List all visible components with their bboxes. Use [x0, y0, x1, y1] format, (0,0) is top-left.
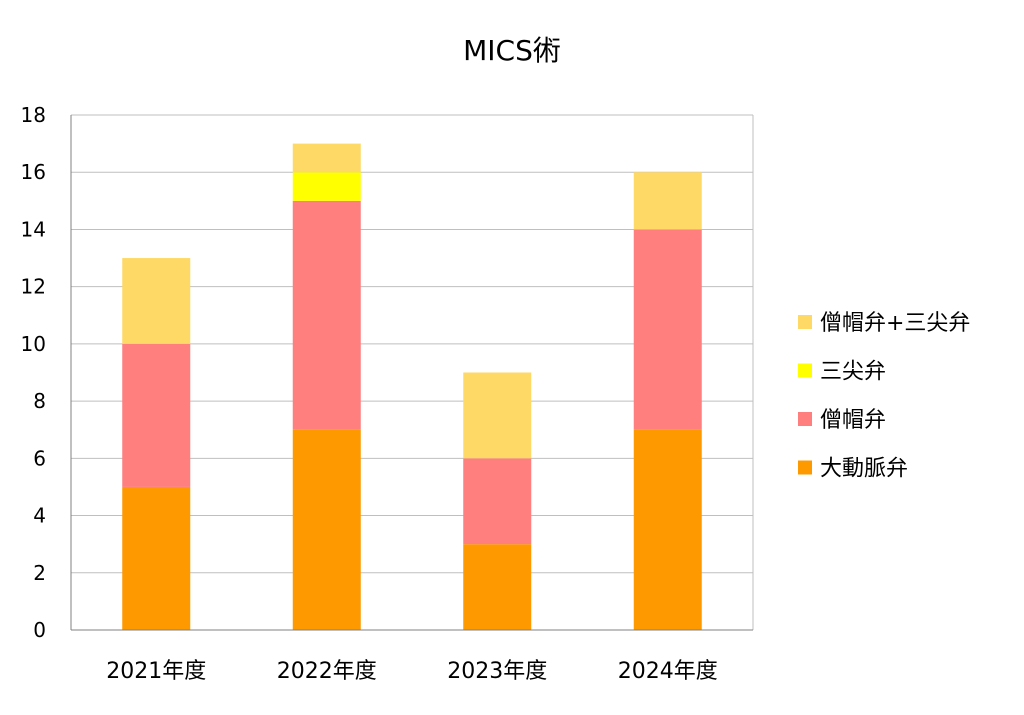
bar-segment [292, 429, 361, 630]
y-tick-label: 6 [33, 446, 46, 470]
y-tick-label: 0 [33, 618, 46, 642]
bar-segment [463, 372, 532, 459]
y-tick-label: 14 [21, 217, 46, 241]
x-category-label: 2021年度 [106, 659, 206, 684]
bar-segment [633, 172, 702, 230]
x-category-label: 2022年度 [277, 659, 377, 684]
legend-label: 僧帽弁 [820, 408, 886, 433]
legend-swatch [798, 315, 812, 329]
chart-title: MICS術 [463, 34, 561, 67]
y-tick-label: 12 [21, 275, 46, 299]
y-tick-label: 18 [21, 103, 46, 127]
legend-label: 三尖弁 [820, 360, 886, 385]
legend-label: 僧帽弁+三尖弁 [820, 311, 970, 336]
bar-segment [122, 486, 191, 630]
bar-segment [463, 544, 532, 630]
bar-segment [633, 429, 702, 630]
bar-segment [292, 200, 361, 430]
y-axis-ticks: 0 2 4 6 8 10 12 14 16 18 [21, 103, 46, 642]
bar-segment [292, 172, 361, 201]
y-tick-label: 4 [33, 504, 46, 528]
y-tick-label: 16 [21, 160, 46, 184]
bar-segment [292, 143, 361, 173]
y-tick-label: 10 [21, 332, 46, 356]
x-category-label: 2024年度 [618, 659, 718, 684]
y-tick-label: 2 [33, 561, 46, 585]
y-tick-label: 8 [33, 389, 46, 413]
bar-segment [633, 229, 702, 430]
legend-swatch [798, 363, 812, 378]
bar-segment [122, 343, 191, 487]
bar-segment [463, 458, 532, 545]
x-axis-categories: 2021年度 2022年度 2023年度 2024年度 [106, 659, 718, 684]
legend-swatch [798, 412, 812, 426]
legend-swatch [798, 460, 812, 475]
bars [122, 143, 702, 630]
legend-label: 大動脈弁 [820, 457, 908, 482]
x-category-label: 2023年度 [447, 659, 547, 684]
bar-segment [122, 258, 191, 344]
axes [70, 115, 754, 631]
